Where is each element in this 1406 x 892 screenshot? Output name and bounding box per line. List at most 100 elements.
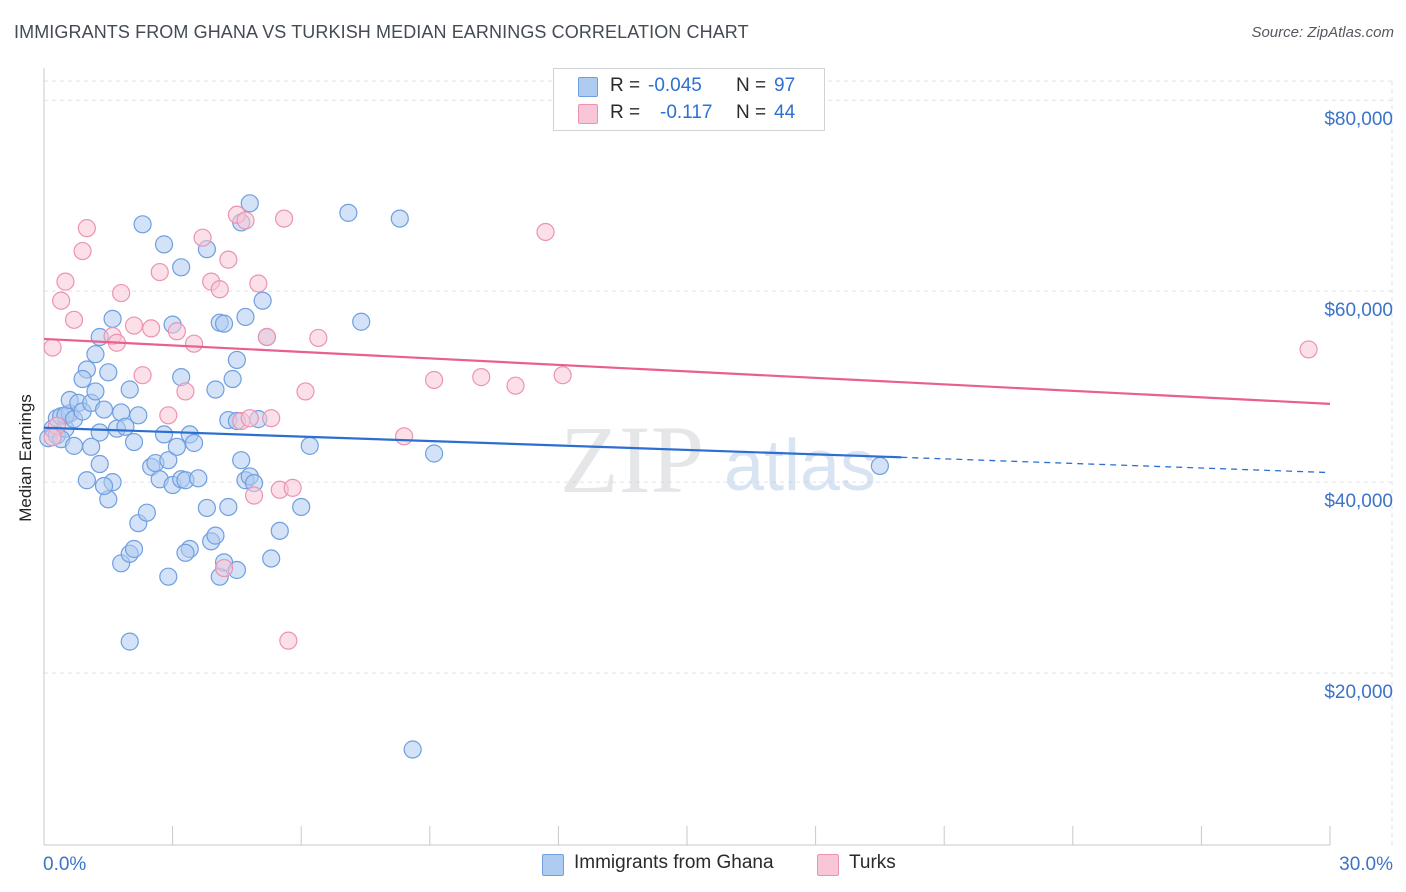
y-tick-label: $60,000 (1324, 300, 1393, 321)
ghana-point (77, 471, 96, 490)
ghana-point (94, 400, 114, 419)
turks-trend-line (43, 337, 1331, 405)
turks-point (244, 486, 264, 505)
turks-point (262, 409, 281, 428)
legend-n-label: N = (736, 75, 767, 96)
ghana-point (90, 423, 109, 442)
legend-swatch-turks (578, 104, 598, 124)
x-tick-label-min: 0.0% (43, 854, 86, 875)
turks-point (219, 250, 238, 269)
turks-point (472, 368, 491, 387)
turks-point (73, 241, 92, 261)
points-layer (39, 194, 1318, 759)
legend-n-value: 97 (774, 75, 796, 96)
turks-point (142, 319, 161, 338)
ghana-point (82, 437, 101, 456)
ghana-point (120, 380, 139, 399)
turks-point (236, 211, 255, 230)
turks-point (133, 366, 152, 385)
ghana-point (253, 291, 272, 310)
axis-layer (43, 68, 1331, 846)
ghana-point (227, 350, 246, 370)
ghana-point (154, 235, 174, 254)
ghana-point (133, 215, 152, 234)
turks-point (52, 291, 71, 310)
ghana-point (172, 258, 191, 277)
ghana-point (240, 194, 259, 213)
turks-point (64, 310, 84, 329)
ghana-point (236, 307, 255, 327)
ghana-point (424, 444, 444, 463)
ghana-point (154, 425, 174, 444)
ghana-point (184, 433, 204, 453)
ghana-point (352, 312, 371, 331)
ghana-point (339, 203, 358, 222)
turks-point (176, 382, 195, 401)
ghana-point (159, 451, 178, 470)
ghana-point (232, 451, 251, 470)
ghana-point (137, 503, 156, 522)
y-tick-label: $40,000 (1324, 491, 1393, 512)
turks-point (1299, 340, 1318, 359)
turks-point (536, 222, 555, 242)
ghana-point (90, 454, 109, 474)
turks-point (77, 219, 96, 238)
turks-point (394, 427, 414, 446)
turks-point (43, 338, 62, 357)
bottom-legend-swatch-turks (817, 854, 839, 876)
ghana-point (124, 432, 144, 452)
ghana-point (120, 632, 139, 651)
legend-n-label: N = (736, 102, 767, 123)
turks-point (274, 209, 294, 228)
turks-point (150, 262, 169, 282)
turks-point (296, 382, 315, 401)
trend-layer (43, 337, 1331, 474)
legend-swatch-ghana (578, 77, 598, 97)
turks-point (240, 409, 259, 428)
turks-point (283, 478, 302, 497)
turks-point (112, 283, 131, 303)
ghana-trend-line (43, 426, 902, 459)
ghana-point (159, 567, 178, 586)
turks-point (167, 322, 186, 341)
turks-point (279, 631, 298, 650)
y-tick-label: $20,000 (1324, 682, 1393, 703)
ghana-point (390, 209, 409, 228)
turks-point (210, 280, 229, 299)
ghana-point (124, 539, 144, 559)
legend-n-value: 44 (774, 102, 796, 123)
ghana-point (214, 314, 234, 333)
watermark-atlas: atlas (724, 426, 876, 506)
ghana-point (86, 345, 105, 364)
ghana-point (86, 382, 105, 401)
turks-point (506, 376, 525, 395)
turks-point (249, 274, 268, 293)
legend-r-label: R = (610, 102, 641, 123)
ghana-point (223, 369, 242, 389)
turks-point (553, 366, 572, 385)
watermark: ZIP atlas (560, 406, 876, 513)
legend-r-value: -0.045 (648, 75, 702, 96)
ghana-point (270, 521, 289, 540)
turks-point (309, 328, 328, 348)
x-tick-label-max: 30.0% (1339, 854, 1393, 875)
correlation-legend: R = -0.045 N = 97 R = -0.117 N = 44 (553, 68, 825, 131)
turks-point (124, 316, 144, 335)
turks-point (257, 327, 277, 347)
watermark-zip: ZIP (560, 406, 704, 513)
ghana-point (292, 497, 311, 517)
turks-point (43, 428, 62, 447)
ghana-point (219, 497, 238, 517)
ghana-point (206, 526, 225, 545)
ghana-point (197, 498, 216, 518)
ghana-point (262, 549, 281, 568)
ghana-point (64, 436, 84, 455)
turks-point (193, 228, 212, 247)
tick-label-layer: $20,000 $40,000 $60,000 $80,000 0.0% 30.0% (43, 109, 1393, 875)
chart-title: IMMIGRANTS FROM GHANA VS TURKISH MEDIAN … (14, 22, 749, 42)
legend-r-value: -0.117 (660, 102, 713, 123)
ghana-point (870, 456, 890, 476)
ghana-trend-extension (901, 456, 1331, 474)
ghana-point (99, 363, 118, 382)
